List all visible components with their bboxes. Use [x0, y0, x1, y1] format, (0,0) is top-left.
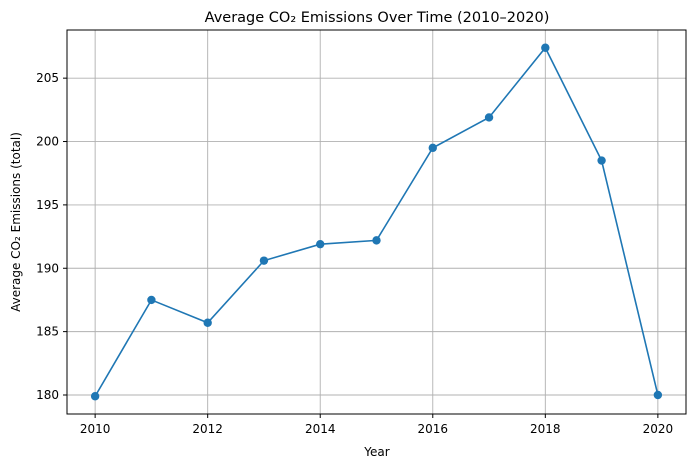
x-tick-label: 2010	[80, 422, 111, 436]
chart-title: Average CO₂ Emissions Over Time (2010–20…	[205, 10, 550, 26]
x-tick-label: 2014	[305, 422, 336, 436]
x-tick-label: 2020	[643, 422, 674, 436]
data-point	[372, 236, 381, 245]
y-tick-label: 195	[36, 198, 59, 212]
axis-ticks: 2010 2012 2014 2016 2018 2020 180 185 190 195 200 2…	[36, 71, 673, 436]
data-point	[597, 156, 606, 165]
y-tick-label: 185	[36, 325, 59, 339]
data-point	[147, 295, 156, 305]
y-tick-label: 180	[36, 388, 59, 402]
data-point	[653, 390, 663, 400]
x-tick-label: 2012	[192, 422, 223, 436]
data-point	[90, 392, 100, 401]
y-axis-label: Average CO₂ Emissions (total)	[9, 132, 23, 312]
y-tick-label: 205	[36, 71, 59, 85]
x-tick-label: 2016	[417, 422, 448, 436]
grid	[67, 30, 686, 414]
data-point	[316, 239, 325, 249]
data-point	[203, 318, 212, 327]
y-tick-label: 200	[36, 135, 59, 149]
y-tick-label: 190	[36, 261, 59, 275]
plot-frame	[66, 29, 687, 415]
data-point	[259, 256, 269, 265]
data-point	[484, 113, 494, 122]
data-points	[90, 43, 663, 401]
data-point	[541, 43, 550, 52]
data-point	[428, 143, 437, 153]
x-tick-label: 2018	[530, 422, 561, 436]
x-axis-label: Year	[363, 445, 389, 459]
series-line	[94, 46, 659, 397]
